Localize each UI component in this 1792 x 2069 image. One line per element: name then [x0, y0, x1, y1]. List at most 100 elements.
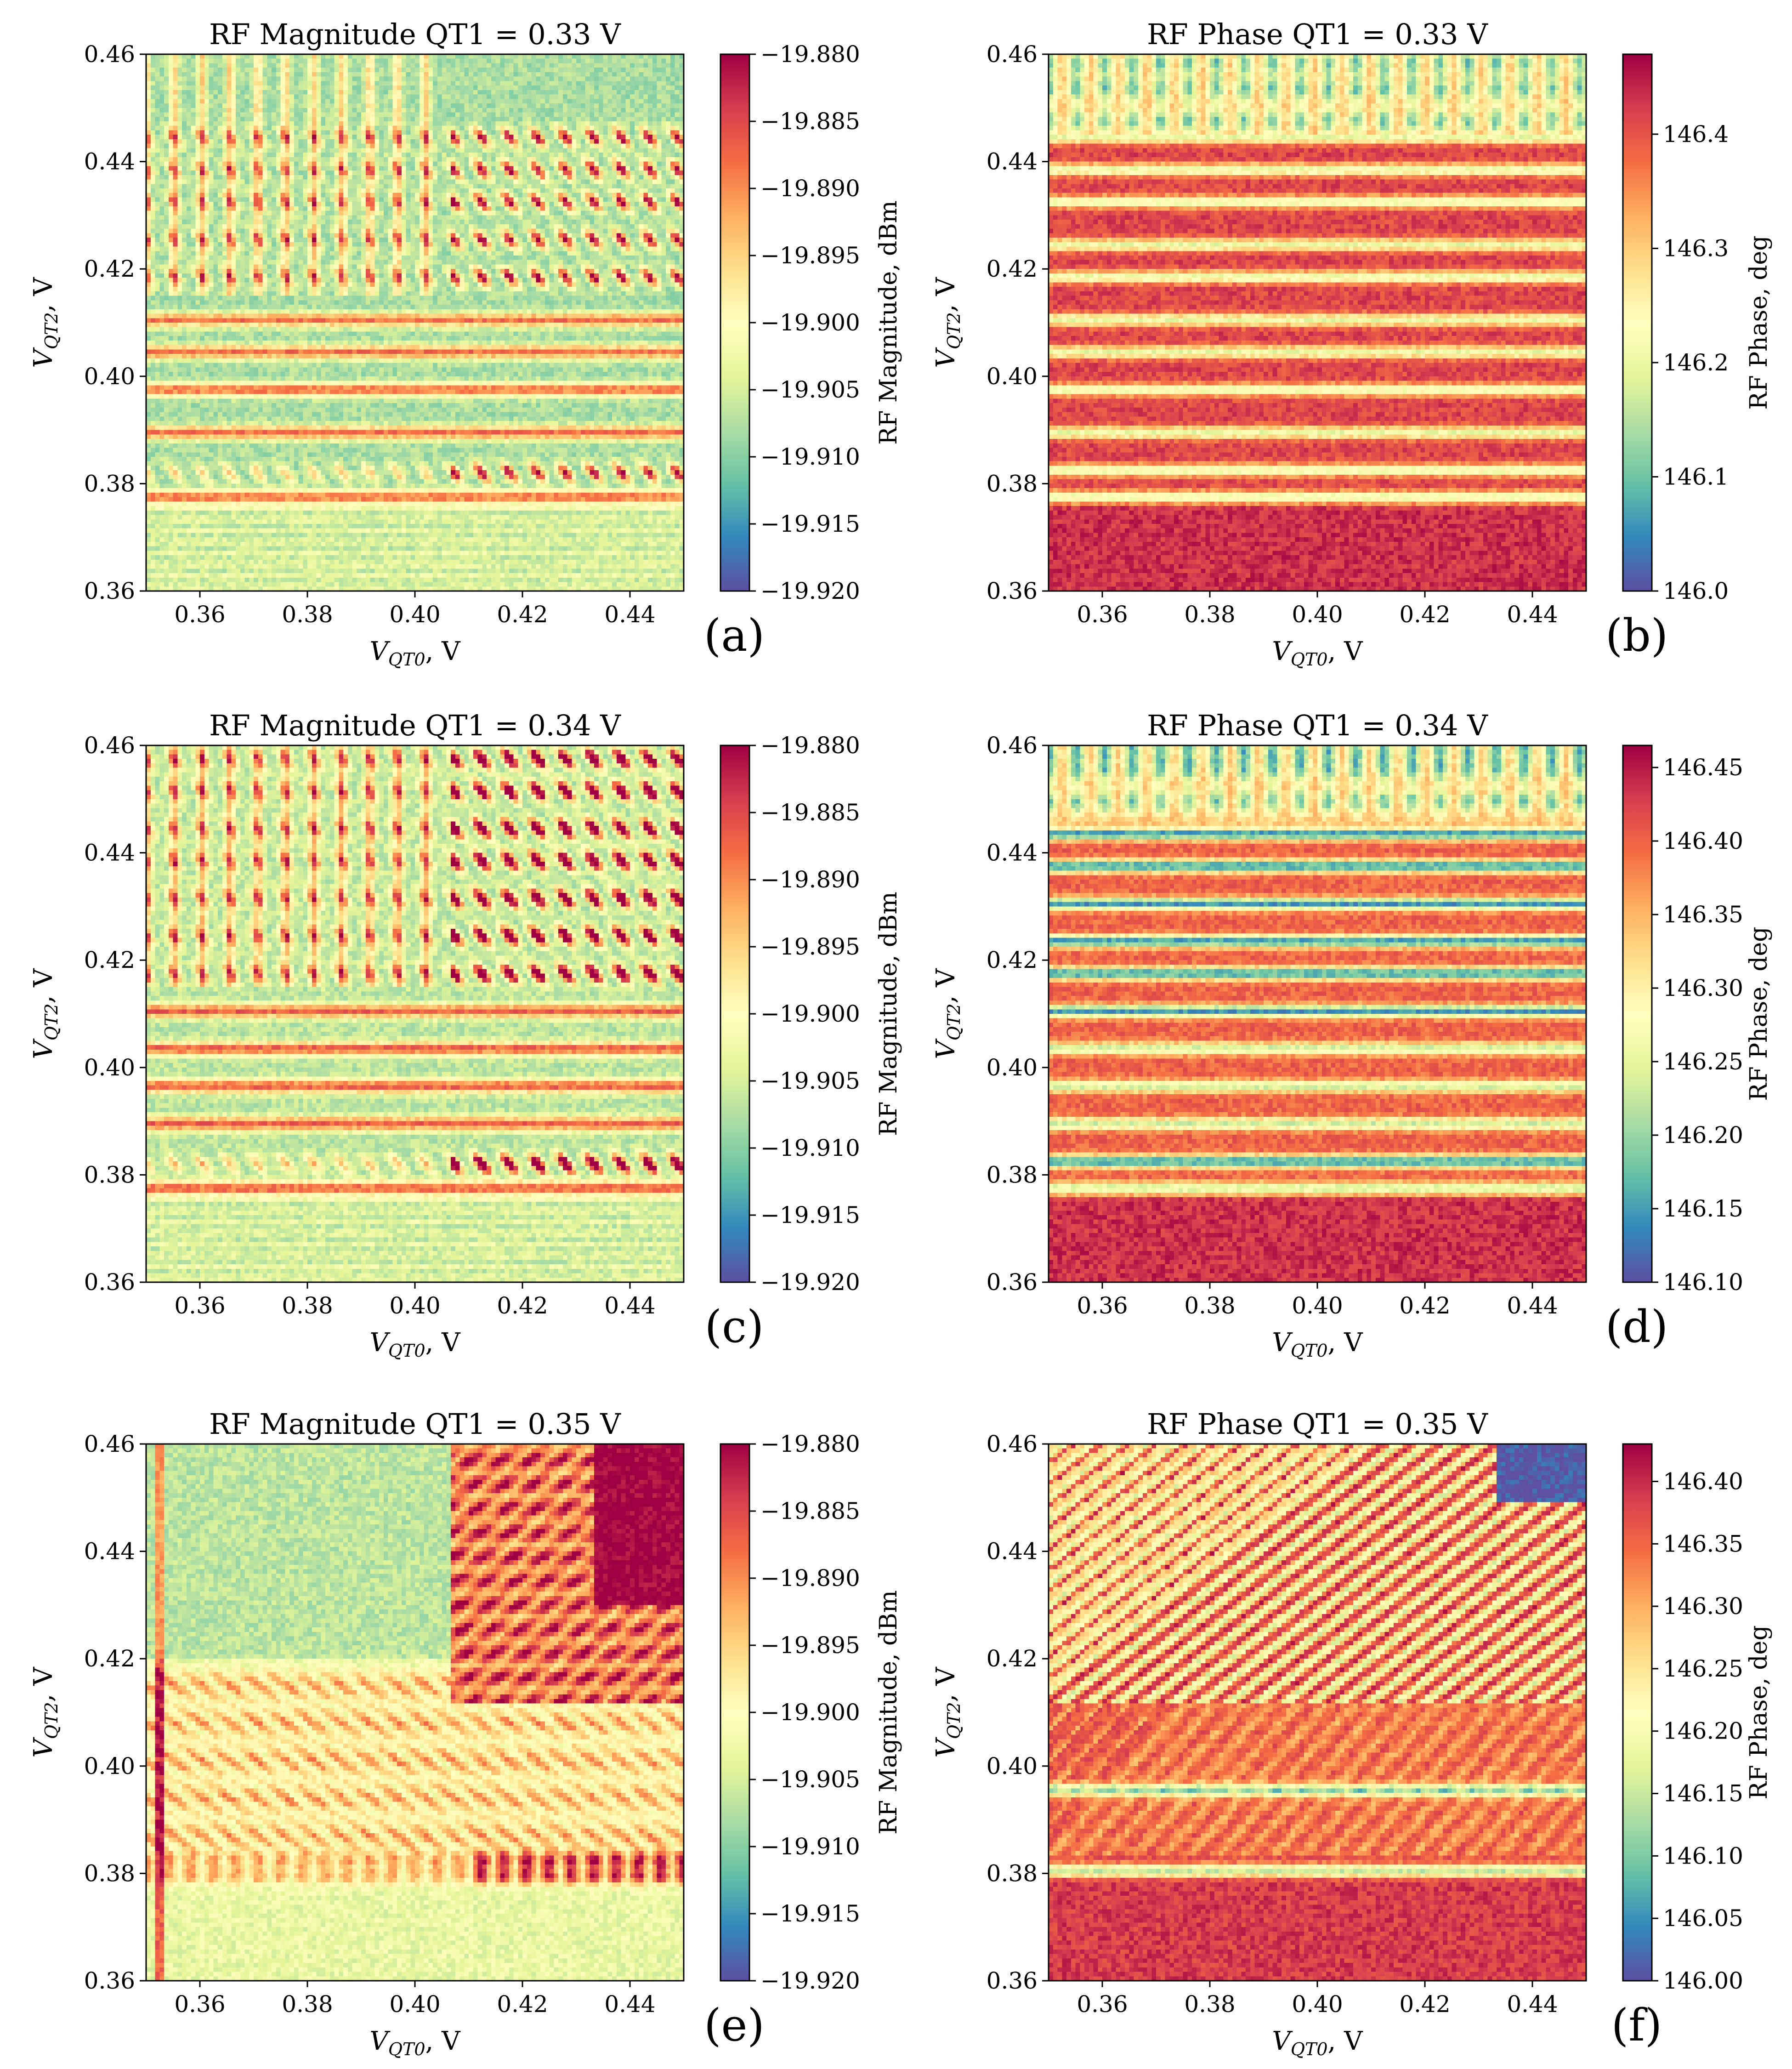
- heatmap-b: [1049, 54, 1586, 591]
- y-axis-label: VQT2, V: [28, 968, 62, 1059]
- colorbar-label: RF Magnitude, dBm: [875, 200, 902, 445]
- x-tick-label: 0.42: [1399, 601, 1450, 628]
- y-tick-label: 0.36: [84, 578, 135, 604]
- y-tick-label: 0.36: [84, 1269, 135, 1296]
- panel-title: RF Phase QT1 = 0.35 V: [1147, 1407, 1488, 1441]
- y-tick-label: 0.46: [84, 732, 135, 759]
- colorbar-tick-label: −19.890: [760, 866, 860, 893]
- colorbar-tick-label: 146.25: [1663, 1655, 1743, 1682]
- heatmap-c: [146, 745, 684, 1282]
- colorbar-tick-label: −19.885: [760, 1498, 860, 1524]
- colorbar-tick-label: −19.915: [760, 1900, 860, 1927]
- colorbar-tick-label: −19.900: [760, 1699, 860, 1726]
- panel-letter: (a): [704, 610, 765, 661]
- y-tick-label: 0.46: [84, 41, 135, 68]
- x-tick-label: 0.38: [282, 1292, 333, 1319]
- colorbar-tick-label: −19.915: [760, 1202, 860, 1228]
- colorbar: [720, 54, 749, 591]
- y-tick-label: 0.40: [84, 1753, 135, 1779]
- x-axis-label: VQT0, V: [369, 1328, 461, 1361]
- panel-title: RF Magnitude QT1 = 0.34 V: [209, 709, 621, 742]
- x-tick-label: 0.44: [1507, 1991, 1558, 2018]
- x-tick-label: 0.36: [174, 1991, 225, 2018]
- y-tick-label: 0.44: [84, 1538, 135, 1565]
- colorbar-frame: [1622, 1443, 1653, 1982]
- y-tick-label: 0.44: [987, 840, 1038, 866]
- colorbar-tick-label: 146.40: [1663, 1468, 1743, 1495]
- y-tick-label: 0.38: [987, 470, 1038, 497]
- y-axis-label: VQT2, V: [931, 1666, 964, 1758]
- colorbar-tick-label: 146.3: [1663, 235, 1729, 261]
- y-tick-label: 0.46: [987, 41, 1038, 68]
- colorbar-tick-label: 146.1: [1663, 463, 1729, 490]
- colorbar-tick-label: 146.15: [1663, 1780, 1743, 1807]
- colorbar-tick-label: 146.0: [1663, 578, 1729, 604]
- y-axis-label: VQT2, V: [931, 277, 964, 368]
- y-tick-label: 0.38: [987, 1161, 1038, 1188]
- colorbar-tick-label: −19.920: [760, 578, 860, 604]
- y-tick-label: 0.36: [987, 1269, 1038, 1296]
- x-tick-label: 0.42: [1399, 1991, 1450, 2018]
- heatmap-d: [1049, 745, 1586, 1282]
- colorbar: [1623, 1444, 1652, 1981]
- colorbar-tick-label: −19.900: [760, 1000, 860, 1027]
- x-tick-label: 0.36: [174, 1292, 225, 1319]
- colorbar-tick-label: −19.880: [760, 732, 860, 759]
- x-tick-label: 0.44: [604, 1292, 655, 1319]
- y-tick-label: 0.36: [987, 1967, 1038, 1994]
- colorbar-frame: [1622, 745, 1653, 1283]
- x-axis-label: VQT0, V: [369, 2026, 461, 2059]
- x-tick-label: 0.38: [1184, 1292, 1235, 1319]
- y-tick-label: 0.42: [987, 256, 1038, 282]
- panel-letter: (c): [705, 1301, 764, 1353]
- colorbar-tick-label: −19.905: [760, 1068, 860, 1094]
- y-tick-label: 0.40: [987, 1054, 1038, 1081]
- colorbar-tick-label: 146.20: [1663, 1718, 1743, 1745]
- colorbar: [720, 745, 749, 1282]
- panel-letter: (b): [1605, 610, 1668, 661]
- x-tick-label: 0.38: [1184, 601, 1235, 628]
- x-tick-label: 0.42: [497, 601, 548, 628]
- colorbar-label: RF Phase, deg: [1745, 927, 1773, 1101]
- x-axis-label: VQT0, V: [1272, 637, 1363, 670]
- panel-a: RF Magnitude QT1 = 0.33 V 0.36 0.38 0.40 0.4…: [28, 17, 902, 670]
- y-tick-label: 0.44: [84, 148, 135, 175]
- panel-title: RF Magnitude QT1 = 0.35 V: [209, 1407, 621, 1441]
- x-axis-label: VQT0, V: [1272, 1328, 1363, 1361]
- panel-d: RF Phase QT1 = 0.34 V 0.36 0.38 0.40 0.42 0.4…: [931, 709, 1773, 1361]
- x-tick-label: 0.38: [1184, 1991, 1235, 2018]
- panel-b: RF Phase QT1 = 0.33 V 0.36 0.38 0.40 0.42 0.4…: [931, 17, 1773, 670]
- y-tick-label: 0.40: [84, 363, 135, 390]
- colorbar-tick-label: −19.920: [760, 1967, 860, 1994]
- x-tick-label: 0.38: [282, 601, 333, 628]
- colorbar-tick-label: −19.905: [760, 1766, 860, 1793]
- y-axis-label: VQT2, V: [28, 1666, 62, 1758]
- colorbar-tick-label: −19.890: [760, 175, 860, 202]
- y-tick-label: 0.36: [84, 1967, 135, 1994]
- x-tick-label: 0.42: [1399, 1292, 1450, 1319]
- y-tick-label: 0.38: [987, 1860, 1038, 1887]
- colorbar-tick-label: −19.910: [760, 1833, 860, 1860]
- colorbar-tick-label: −19.895: [760, 1632, 860, 1659]
- colorbar-tick-label: −19.920: [760, 1269, 860, 1296]
- colorbar-tick-label: 146.10: [1663, 1269, 1743, 1296]
- y-tick-label: 0.38: [84, 1860, 135, 1887]
- colorbar-label: RF Magnitude, dBm: [875, 1590, 902, 1835]
- y-tick-label: 0.42: [987, 947, 1038, 973]
- x-tick-label: 0.40: [389, 601, 440, 628]
- colorbar-tick-label: −19.880: [760, 41, 860, 68]
- colorbar-tick-label: 146.35: [1663, 901, 1743, 928]
- colorbar-tick-label: −19.895: [760, 933, 860, 960]
- panel-f: RF Phase QT1 = 0.35 V 0.36 0.38 0.40 0.42 0.4…: [931, 1407, 1773, 2059]
- y-axis-label: VQT2, V: [931, 968, 964, 1059]
- x-axis-label: VQT0, V: [369, 637, 461, 670]
- colorbar-tick-label: −19.915: [760, 511, 860, 537]
- colorbar-frame: [1622, 53, 1653, 592]
- y-tick-label: 0.46: [987, 732, 1038, 759]
- colorbar-tick-label: −19.910: [760, 1135, 860, 1161]
- y-tick-label: 0.40: [84, 1054, 135, 1081]
- y-tick-label: 0.44: [84, 840, 135, 866]
- x-tick-label: 0.44: [1507, 601, 1558, 628]
- colorbar-tick-label: 146.05: [1663, 1905, 1743, 1932]
